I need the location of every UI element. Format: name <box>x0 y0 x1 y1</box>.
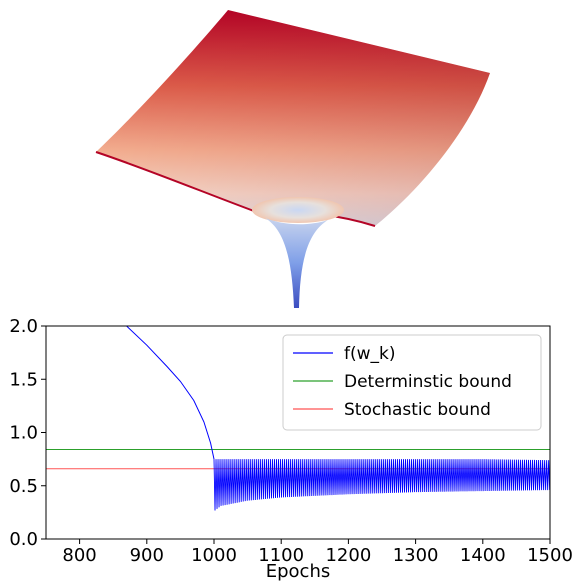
x-axis-label: Epochs <box>266 561 331 581</box>
loss-surface <box>95 10 490 308</box>
surface-bowl <box>252 197 344 223</box>
surface-shade <box>96 10 490 226</box>
x-tick-label: 900 <box>130 545 164 566</box>
legend: f(w_k) Determinstic bound Stochastic bou… <box>282 334 542 431</box>
y-tick-label: 1.0 <box>9 423 38 444</box>
x-tick-label: 1000 <box>191 545 237 566</box>
x-tick-label: 1400 <box>460 545 506 566</box>
y-tick-label: 0.0 <box>9 529 38 550</box>
y-tick-label: 2.0 <box>9 316 38 337</box>
legend-label-fwk: f(w_k) <box>344 344 396 364</box>
x-tick-label: 1100 <box>258 545 304 566</box>
y-tick-label: 0.5 <box>9 476 38 497</box>
y-tick-label: 1.5 <box>9 369 38 390</box>
plot-frame <box>45 325 551 540</box>
surface-funnel <box>265 218 328 308</box>
x-tick-label: 1300 <box>393 545 439 566</box>
legend-label-deterministic: Determinstic bound <box>344 372 512 392</box>
ticks-layer: 800 900 1000 1100 1200 1300 1400 1500 0.0 0.5 1.0 1… <box>9 316 573 566</box>
series-line-fwk-oscillation <box>213 459 551 511</box>
x-tick-label: 800 <box>62 545 96 566</box>
legend-label-stochastic: Stochastic bound <box>344 400 491 420</box>
series-layer <box>46 325 551 511</box>
x-tick-label: 1200 <box>325 545 371 566</box>
series-line-fwk-decay <box>126 325 215 460</box>
legend-frame <box>282 334 542 431</box>
chart: 800 900 1000 1100 1200 1300 1400 1500 0.0 0.5 1.0 1… <box>9 316 573 581</box>
x-tick-label: 1500 <box>527 545 573 566</box>
